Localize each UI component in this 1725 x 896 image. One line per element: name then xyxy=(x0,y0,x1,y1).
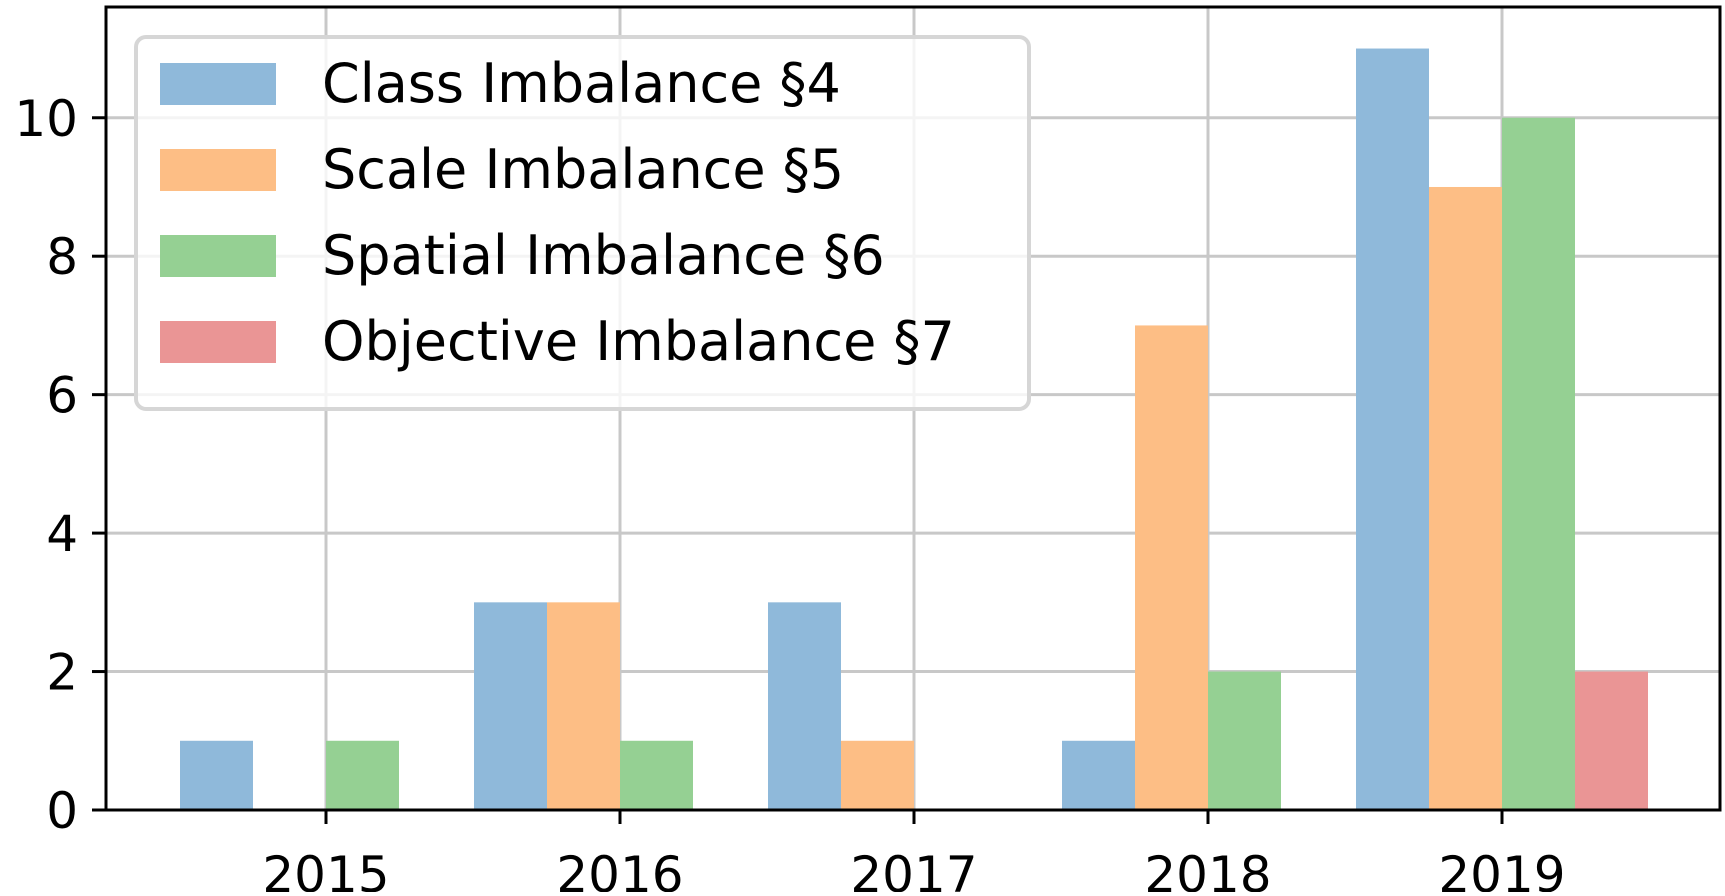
y-tick-label: 0 xyxy=(46,782,78,840)
bar-2016-series-2 xyxy=(547,602,620,810)
bar-2018-series-3 xyxy=(1208,671,1281,810)
x-tick-label: 2015 xyxy=(262,846,389,892)
legend-box xyxy=(134,35,1031,411)
legend-swatch xyxy=(160,149,276,191)
bars xyxy=(180,48,1648,811)
axes: 2015 2016 2017 2018 2019 0 2 4 6 8 10 xyxy=(14,5,1722,896)
bar-2019-series-2 xyxy=(1429,186,1502,810)
legend-swatch xyxy=(160,235,276,277)
bar-2019-series-4 xyxy=(1575,671,1648,810)
x-tick-label: 2018 xyxy=(1144,846,1271,892)
bar-2015-series-3 xyxy=(326,740,399,810)
legend-label: Objective Imbalance §7 xyxy=(322,310,955,373)
legend-label: Scale Imbalance §5 xyxy=(322,138,844,201)
legend-label: Class Imbalance §4 xyxy=(322,52,841,115)
bar-2016-series-3 xyxy=(620,740,693,810)
legend-label: Spatial Imbalance §6 xyxy=(322,224,885,287)
x-tick-label: 2017 xyxy=(850,846,977,892)
y-tick-label: 8 xyxy=(46,228,78,286)
y-tick-label: 4 xyxy=(46,505,78,563)
bar-2015-series-1 xyxy=(180,740,253,810)
legend-swatch xyxy=(160,63,276,105)
bar-2018-series-2 xyxy=(1135,325,1208,810)
bar-2017-series-2 xyxy=(841,740,914,810)
bar-2016-series-1 xyxy=(474,602,547,810)
y-tick-label: 6 xyxy=(46,367,78,425)
bar-2019-series-1 xyxy=(1356,48,1429,810)
y-tick-label: 2 xyxy=(46,644,78,702)
bar-2018-series-1 xyxy=(1062,740,1135,810)
y-tick-label: 10 xyxy=(14,90,78,148)
x-tick-label: 2019 xyxy=(1438,846,1565,892)
bar-2019-series-3 xyxy=(1502,117,1575,811)
x-tick-label: 2016 xyxy=(556,846,683,892)
legend: Class Imbalance §4 Scale Imbalance §5 Spat… xyxy=(134,35,1031,411)
bar-2017-series-1 xyxy=(768,602,841,810)
legend-swatch xyxy=(160,321,276,363)
